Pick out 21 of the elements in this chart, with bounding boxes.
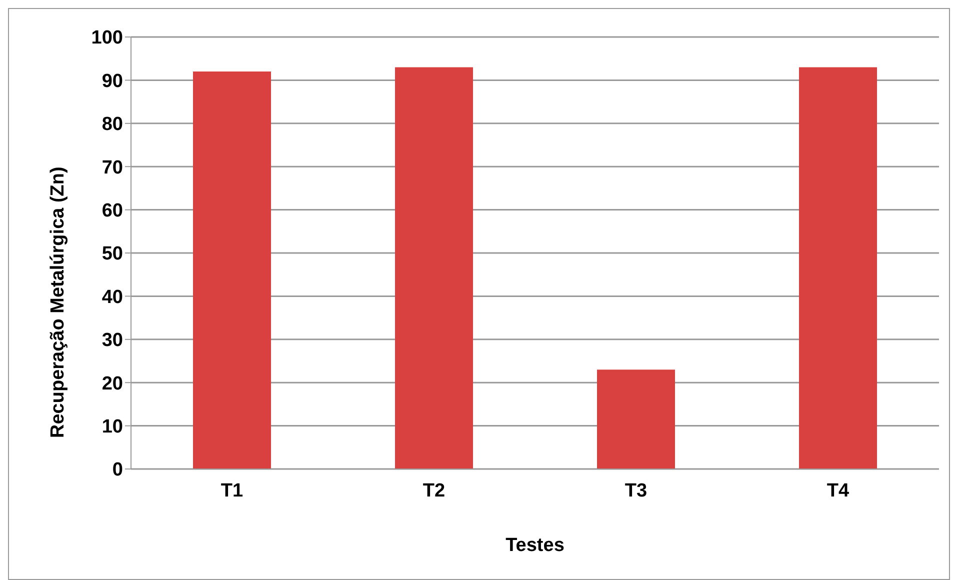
bar (395, 67, 473, 469)
x-tick-label: T4 (826, 480, 850, 502)
x-tick-label: T1 (220, 480, 244, 502)
y-axis-title: Recuperação Metalúrgica (Zn) (48, 166, 69, 438)
y-tick-label: 70 (102, 157, 123, 178)
bar (597, 370, 675, 469)
y-tick-label: 30 (102, 330, 123, 352)
bar (193, 72, 271, 469)
bar (799, 67, 877, 469)
y-tick-label: 100 (91, 28, 123, 49)
x-tick-label: T2 (422, 480, 446, 502)
y-tick-label: 0 (112, 460, 123, 481)
y-tick-label: 40 (102, 286, 123, 308)
y-tick-label: 80 (102, 114, 123, 136)
y-tick-label: 90 (102, 70, 123, 92)
y-tick-label: 20 (102, 373, 123, 394)
x-axis-title: Testes (506, 535, 564, 556)
y-tick-label: 50 (102, 244, 123, 265)
y-tick-label: 10 (102, 416, 123, 438)
y-tick-label: 60 (102, 200, 123, 222)
x-tick-label: T3 (624, 480, 648, 502)
